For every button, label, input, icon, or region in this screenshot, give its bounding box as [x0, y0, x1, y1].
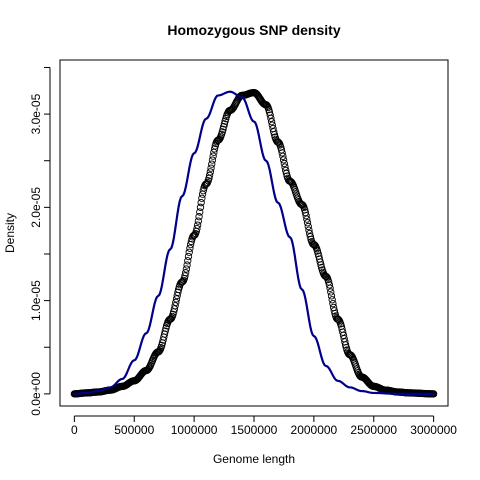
- x-axis: 0 500000 1000000 1500000 2000000 2500000 30000…: [71, 415, 457, 437]
- density-point: [191, 231, 199, 239]
- density-point: [208, 156, 217, 164]
- density-point: [303, 219, 312, 227]
- density-points-series: [70, 88, 438, 398]
- x-axis-label: Genome length: [213, 452, 295, 466]
- plot-frame: [59, 59, 449, 407]
- y-tick-label: 1.0e-05: [29, 280, 43, 321]
- y-tick-label: 3.0e-05: [29, 93, 43, 134]
- density-point: [172, 295, 181, 303]
- x-tick-label: 3000000: [410, 423, 457, 437]
- density-point: [194, 217, 203, 225]
- density-point: [209, 152, 217, 160]
- density-point: [172, 298, 180, 306]
- density-point: [193, 224, 201, 233]
- density-point: [280, 159, 288, 168]
- y-axis-label: Density: [3, 213, 17, 253]
- density-point: [220, 123, 228, 131]
- density-point: [183, 261, 191, 269]
- density-point: [161, 327, 169, 335]
- density-point: [267, 114, 275, 122]
- density-point: [310, 241, 319, 249]
- chart-title: Homozygous SNP density: [167, 22, 340, 38]
- density-point: [303, 215, 311, 223]
- density-point: [170, 305, 179, 313]
- density-point: [304, 222, 312, 231]
- density-point: [195, 213, 203, 221]
- density-point: [306, 233, 315, 241]
- density-point: [325, 281, 334, 289]
- density-point: [268, 121, 276, 129]
- density-point: [266, 111, 274, 119]
- density-point: [219, 125, 227, 134]
- density-point: [282, 169, 291, 178]
- x-tick-label: 500000: [114, 423, 154, 437]
- density-point: [305, 226, 313, 234]
- density-point: [206, 168, 214, 176]
- density-point: [317, 261, 325, 269]
- density-point: [182, 269, 190, 277]
- density-point: [185, 248, 193, 256]
- x-tick-label: 0: [71, 423, 78, 437]
- density-point: [186, 244, 194, 252]
- density-point: [198, 194, 206, 202]
- density-point: [279, 156, 288, 164]
- density-point: [314, 249, 322, 258]
- density-point: [196, 203, 205, 211]
- density-point: [287, 178, 295, 186]
- x-tick-label: 2000000: [291, 423, 338, 437]
- density-point: [171, 302, 179, 310]
- density-point: [193, 221, 202, 229]
- density-point: [270, 128, 278, 136]
- density-point: [174, 288, 182, 296]
- y-axis: 0.0e+00 1.0e-05 2.0e-05 3.0e-05: [29, 66, 51, 416]
- density-point: [215, 136, 223, 144]
- density-point: [197, 199, 205, 207]
- density-point: [199, 187, 207, 195]
- density-point: [207, 164, 215, 172]
- density-line-series: [74, 90, 434, 395]
- density-point: [184, 257, 192, 265]
- density-point: [279, 152, 287, 160]
- density-point: [327, 288, 335, 296]
- y-tick-label: 0.0e+00: [29, 372, 43, 416]
- density-point: [316, 258, 324, 266]
- density-point: [210, 145, 219, 153]
- density-point: [181, 272, 189, 280]
- density-point: [267, 118, 276, 126]
- x-tick-label: 1500000: [231, 423, 278, 437]
- density-point: [330, 307, 338, 315]
- density-point: [328, 296, 336, 304]
- density-point: [326, 284, 334, 292]
- density-point: [184, 252, 193, 261]
- y-tick-label: 2.0e-05: [29, 187, 43, 228]
- density-point: [302, 212, 310, 220]
- density-point: [208, 160, 216, 168]
- density-point: [301, 208, 310, 217]
- density-point: [341, 341, 350, 349]
- x-tick-label: 1000000: [171, 423, 218, 437]
- density-point: [182, 265, 191, 273]
- x-tick-label: 2500000: [350, 423, 397, 437]
- density-point: [329, 300, 337, 308]
- series-layer: [70, 88, 438, 398]
- density-point: [155, 347, 163, 356]
- density-point: [196, 208, 204, 216]
- density-point: [220, 120, 229, 128]
- density-point: [327, 292, 336, 300]
- density-point: [278, 149, 286, 157]
- density-point: [205, 171, 214, 179]
